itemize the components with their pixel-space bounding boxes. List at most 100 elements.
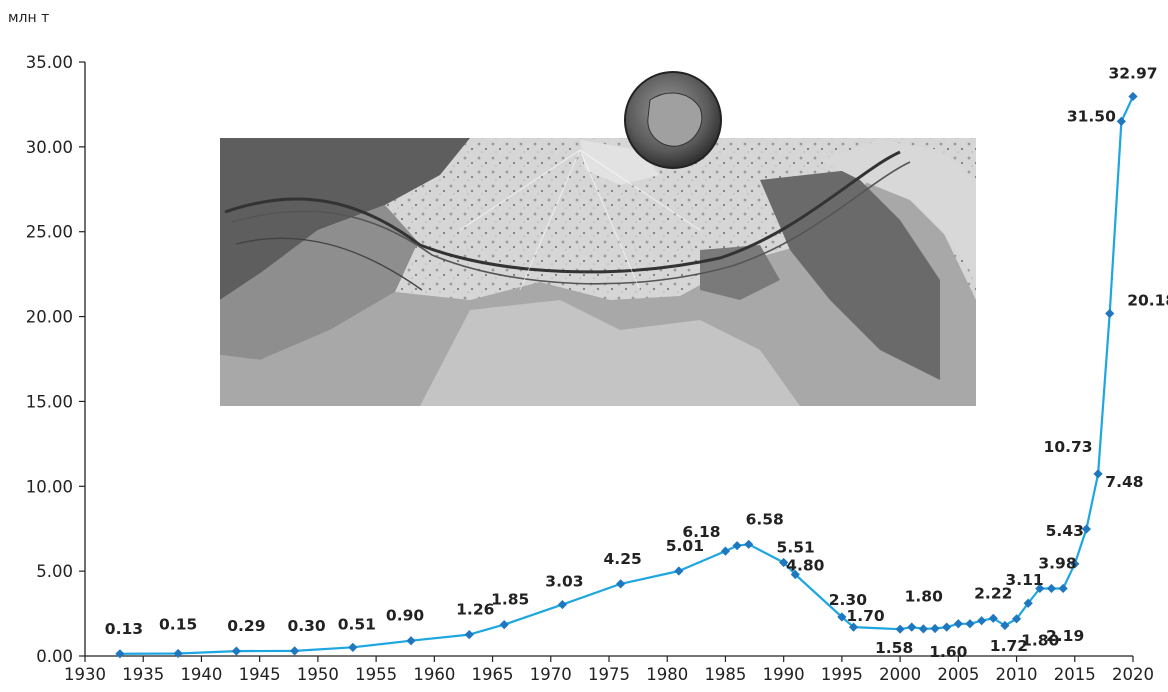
data-value-label: 2.30 (829, 591, 867, 609)
x-tick-label: 1945 (239, 665, 281, 684)
data-point-marker (1046, 583, 1057, 594)
data-point-marker (290, 646, 300, 656)
data-value-label: 1.58 (875, 639, 913, 657)
data-value-label: 1.80 (905, 587, 943, 605)
data-point-marker (464, 630, 474, 640)
data-value-label: 3.98 (1038, 554, 1076, 572)
y-axis: 0.00 5.00 10.00 15.00 20.00 25.00 30.00 35.00 (26, 53, 86, 666)
data-value-label: 2.19 (1046, 627, 1084, 645)
x-tick-label: 1940 (180, 665, 222, 684)
data-value-label: 6.18 (682, 523, 720, 541)
data-point-marker (965, 619, 975, 629)
data-point-marker (732, 541, 742, 551)
data-value-label: 0.29 (227, 617, 265, 635)
x-tick-label: 1985 (704, 665, 746, 684)
x-tick-label: 1960 (413, 665, 455, 684)
data-point-marker (720, 546, 731, 556)
data-point-marker (1035, 583, 1045, 594)
data-point-marker (848, 622, 859, 632)
data-point-marker (918, 624, 928, 634)
y-tick-label: 0.00 (36, 647, 73, 666)
data-point-marker (1000, 620, 1010, 631)
arctic-route-map-illustration (220, 71, 976, 406)
x-tick-label: 1965 (472, 665, 514, 684)
data-point-marker (616, 579, 626, 589)
x-tick-label: 2015 (1054, 665, 1096, 684)
x-tick-label: 1975 (588, 665, 630, 684)
data-value-label: 3.03 (545, 573, 583, 591)
data-point-marker (977, 616, 987, 626)
data-point-marker (557, 599, 568, 610)
data-value-label: 1.70 (846, 607, 884, 625)
y-tick-label: 30.00 (26, 138, 73, 157)
y-tick-label: 35.00 (26, 53, 73, 72)
data-point-marker (1011, 614, 1022, 624)
data-value-label: 0.90 (386, 607, 424, 625)
data-value-label: 5.43 (1046, 522, 1084, 540)
data-value-label: 1.80 (1021, 631, 1059, 649)
data-markers (115, 91, 1138, 659)
data-value-label: 7.48 (1105, 473, 1143, 491)
x-tick-label: 1955 (355, 665, 397, 684)
x-tick-label: 2005 (937, 665, 979, 684)
data-point-marker (115, 649, 125, 659)
data-value-label: 3.11 (1005, 571, 1043, 589)
data-point-marker (348, 642, 358, 652)
x-tick-label: 1990 (763, 665, 805, 684)
data-value-label: 0.30 (287, 617, 325, 635)
y-tick-label: 5.00 (36, 562, 73, 581)
data-value-label: 4.25 (604, 550, 642, 568)
data-point-marker (744, 539, 754, 549)
data-value-label: 1.26 (456, 601, 494, 619)
data-labels: 0.13 0.15 0.29 0.30 0.51 0.90 1.261.85 3.03 4.25… (105, 64, 1168, 660)
data-point-marker (988, 613, 998, 623)
data-value-label: 1.85 (491, 591, 529, 609)
data-point-marker (953, 619, 963, 629)
x-tick-label: 1970 (530, 665, 572, 684)
data-point-marker (406, 636, 416, 646)
data-point-marker (907, 622, 917, 632)
data-point-marker (499, 620, 509, 630)
x-tick-label: 2010 (996, 665, 1038, 684)
data-point-marker (930, 623, 940, 634)
data-value-label: 32.97 (1108, 64, 1157, 82)
x-tick-label: 1950 (297, 665, 339, 684)
data-value-label: 0.15 (159, 615, 197, 633)
data-point-marker (1116, 116, 1126, 126)
data-value-label: 0.13 (105, 620, 143, 638)
data-point-marker (837, 612, 847, 622)
x-tick-label: 1980 (646, 665, 688, 684)
x-tick-label: 1935 (122, 665, 164, 684)
y-tick-label: 10.00 (26, 477, 73, 496)
data-point-marker (173, 648, 183, 659)
data-point-marker (1093, 469, 1103, 479)
data-value-label: 5.51 (777, 538, 815, 556)
y-tick-label: 15.00 (26, 392, 73, 411)
data-point-marker (1023, 598, 1033, 608)
data-point-marker (231, 646, 241, 656)
x-tick-label: 2020 (1112, 665, 1154, 684)
data-value-label: 31.50 (1067, 107, 1116, 125)
x-tick-label: 1995 (821, 665, 863, 684)
data-point-marker (1105, 308, 1115, 319)
data-value-label: 0.51 (338, 615, 376, 633)
y-axis-unit-label: млн т (8, 10, 49, 26)
data-value-label: 20.18 (1127, 292, 1168, 310)
data-value-label: 2.22 (974, 584, 1012, 602)
data-point-marker (790, 569, 800, 580)
data-value-label: 1.60 (929, 643, 967, 661)
data-value-label: 10.73 (1044, 438, 1093, 456)
x-axis: 1930 1935 1940 1945 1950 1955 1960 1965 1970 1975… (64, 655, 1154, 684)
data-value-label: 5.01 (666, 537, 704, 555)
data-point-marker (674, 566, 684, 576)
x-tick-label: 2000 (879, 665, 921, 684)
x-tick-label: 1930 (64, 665, 106, 684)
data-value-label: 6.58 (746, 510, 784, 528)
data-point-marker (895, 624, 905, 634)
data-point-marker (1070, 559, 1080, 569)
data-value-label: 1.72 (990, 637, 1028, 655)
data-point-marker (1081, 524, 1092, 534)
data-point-marker (1058, 583, 1068, 594)
data-point-marker (779, 557, 789, 568)
